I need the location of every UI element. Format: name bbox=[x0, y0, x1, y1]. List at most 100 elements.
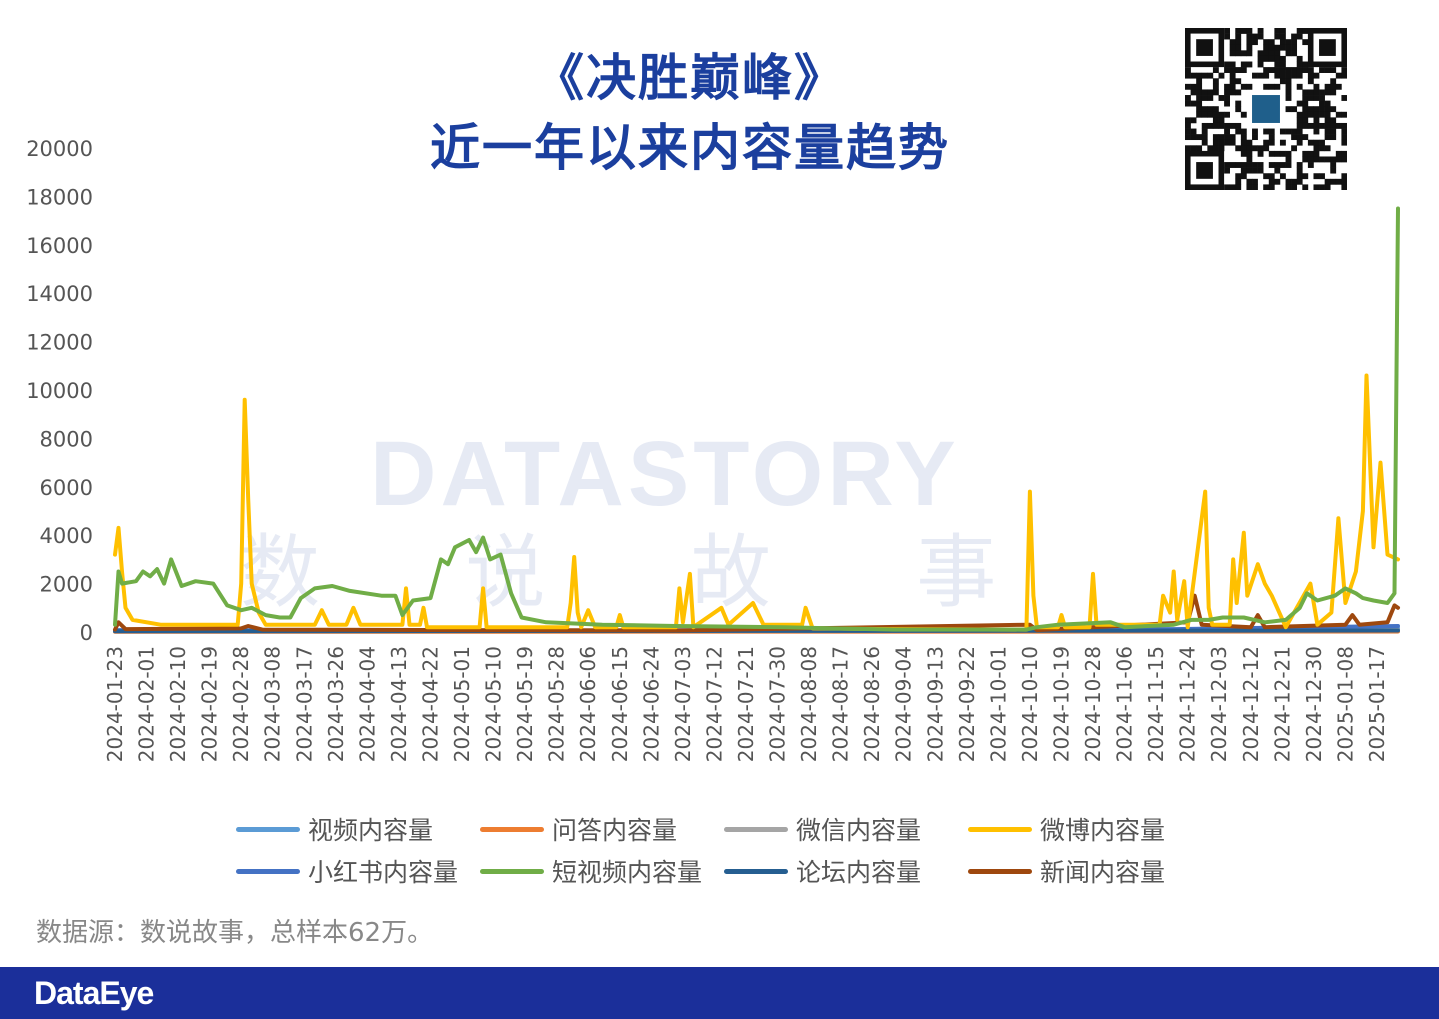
x-tick-label: 2024-05-10 bbox=[482, 646, 506, 762]
qr-module bbox=[1224, 139, 1230, 146]
qr-module bbox=[1319, 156, 1325, 163]
qr-module bbox=[1235, 39, 1242, 46]
qr-module bbox=[1296, 117, 1303, 124]
qr-module bbox=[1302, 173, 1309, 180]
qr-module bbox=[1330, 106, 1337, 113]
qr-module bbox=[1207, 111, 1214, 118]
qr-module bbox=[1291, 128, 1298, 135]
qr-module bbox=[1263, 145, 1270, 152]
qr-module bbox=[1274, 178, 1281, 185]
qr-module bbox=[1201, 111, 1208, 118]
qr-module bbox=[1229, 50, 1236, 57]
qr-module bbox=[1257, 145, 1264, 152]
qr-module bbox=[1279, 28, 1286, 34]
qr-module bbox=[1224, 162, 1230, 168]
qr-module bbox=[1285, 156, 1292, 163]
qr-module bbox=[1313, 95, 1320, 101]
qr-module bbox=[1274, 67, 1281, 73]
qr-module bbox=[1274, 44, 1281, 51]
legend-item: 问答内容量 bbox=[480, 811, 724, 847]
qr-module bbox=[1279, 44, 1286, 51]
qr-module bbox=[1190, 134, 1197, 141]
qr-module bbox=[1240, 134, 1247, 141]
qr-module bbox=[1252, 39, 1258, 46]
qr-module bbox=[1190, 83, 1197, 90]
legend-label: 论坛内容量 bbox=[796, 858, 922, 887]
chart-title-line1: 《决胜巅峰》 bbox=[534, 49, 846, 107]
qr-module bbox=[1285, 83, 1292, 90]
legend: 视频内容量 问答内容量 微信内容量 微博内容量 小红书内容量 短视频内容量 论坛… bbox=[236, 808, 1216, 892]
qr-module bbox=[1224, 33, 1230, 40]
qr-module bbox=[1302, 106, 1309, 113]
x-tick-label: 2024-03-17 bbox=[292, 646, 316, 762]
qr-module bbox=[1196, 72, 1203, 79]
qr-module bbox=[1296, 72, 1303, 79]
qr-module bbox=[1285, 106, 1292, 113]
legend-swatch bbox=[968, 868, 1032, 874]
data-source-note: 数据源：数说故事，总样本62万。 bbox=[36, 918, 434, 948]
qr-module bbox=[1307, 111, 1314, 118]
qr-module bbox=[1330, 167, 1337, 174]
qr-module bbox=[1268, 139, 1275, 146]
watermark-text: DATASTORY bbox=[370, 423, 960, 525]
x-tick-label: 2024-12-12 bbox=[1239, 646, 1263, 762]
qr-module bbox=[1246, 167, 1253, 174]
qr-module bbox=[1302, 117, 1309, 124]
qr-module bbox=[1235, 145, 1242, 152]
legend-label: 问答内容量 bbox=[552, 816, 678, 845]
qr-module bbox=[1212, 67, 1219, 73]
legend-label: 短视频内容量 bbox=[552, 858, 703, 887]
qr-module bbox=[1341, 72, 1347, 79]
qr-module bbox=[1201, 89, 1208, 96]
qr-module bbox=[1268, 184, 1275, 190]
qr-module bbox=[1291, 184, 1298, 190]
qr-module bbox=[1324, 145, 1331, 152]
qr-module bbox=[1268, 173, 1275, 180]
y-tick-label: 20000 bbox=[26, 137, 93, 161]
x-tick-label: 2024-08-08 bbox=[797, 646, 821, 762]
qr-module bbox=[1201, 128, 1208, 135]
qr-module bbox=[1285, 178, 1292, 185]
qr-module bbox=[1313, 72, 1320, 79]
legend-swatch bbox=[724, 868, 788, 874]
qr-module bbox=[1279, 55, 1286, 62]
qr-module bbox=[1207, 106, 1214, 113]
qr-module bbox=[1319, 139, 1325, 146]
qr-module bbox=[1201, 139, 1208, 146]
qr-module bbox=[1246, 33, 1253, 40]
qr-module bbox=[1212, 117, 1219, 124]
legend-label: 视频内容量 bbox=[308, 816, 434, 845]
x-tick-label: 2024-05-19 bbox=[513, 646, 537, 762]
qr-module bbox=[1291, 50, 1298, 57]
qr-module bbox=[1341, 139, 1347, 146]
qr-module bbox=[1235, 28, 1242, 34]
qr-module bbox=[1196, 111, 1203, 118]
qr-module bbox=[1313, 156, 1320, 163]
qr-module bbox=[1341, 95, 1347, 101]
qr-module bbox=[1252, 128, 1258, 135]
qr-module bbox=[1324, 122, 1331, 129]
qr-module bbox=[1224, 67, 1230, 73]
qr-module bbox=[1235, 184, 1242, 190]
qr-module bbox=[1296, 111, 1303, 118]
qr-module bbox=[1285, 150, 1292, 157]
qr-module bbox=[1291, 72, 1298, 79]
watermark-subtext: 数 说 故 事 bbox=[240, 526, 1056, 619]
qr-module bbox=[1324, 100, 1331, 107]
qr-module bbox=[1252, 167, 1258, 174]
qr-module bbox=[1246, 178, 1253, 185]
qr-module bbox=[1285, 78, 1292, 85]
qr-module bbox=[1319, 89, 1325, 96]
qr-module bbox=[1263, 39, 1270, 46]
x-tick-label: 2024-09-13 bbox=[923, 646, 947, 762]
qr-module bbox=[1212, 122, 1219, 129]
qr-module bbox=[1268, 39, 1275, 46]
qr-module bbox=[1296, 33, 1303, 40]
qr-module bbox=[1190, 72, 1197, 79]
qr-module bbox=[1196, 134, 1203, 141]
qr-module bbox=[1229, 122, 1236, 129]
x-tick-label: 2024-07-21 bbox=[734, 646, 758, 762]
x-tick-label: 2024-10-01 bbox=[986, 646, 1010, 762]
qr-module bbox=[1319, 145, 1325, 152]
qr-module bbox=[1307, 72, 1314, 79]
